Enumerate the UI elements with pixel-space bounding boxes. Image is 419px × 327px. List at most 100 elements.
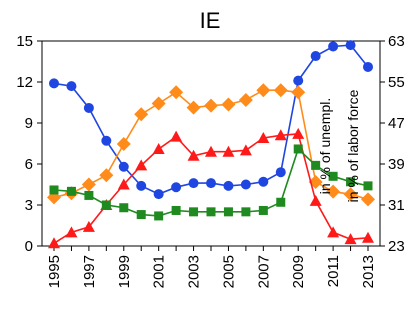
- x-axis-tick-label: 2005: [220, 255, 237, 288]
- series-diamond-point: [326, 184, 341, 199]
- series-diamond-point: [361, 192, 375, 207]
- series-square-point: [101, 200, 111, 210]
- right-axis-title-line-2: in % of labor force: [345, 89, 361, 202]
- series-circle-point: [171, 182, 182, 193]
- series-triangle-point: [292, 127, 305, 139]
- series-circle-point: [83, 102, 94, 113]
- series-square-point: [346, 177, 356, 187]
- x-axis-tick-label: 2003: [186, 255, 203, 288]
- series-square-point: [189, 207, 199, 217]
- series-circle-point: [223, 180, 234, 191]
- x-axis: 1995 1997 1999 2001 2003 2005 2007 2009 2011 2013: [46, 246, 377, 288]
- series-square-point: [328, 171, 338, 181]
- x-axis-tick-label: 1997: [81, 255, 98, 288]
- series-triangle-point: [362, 231, 374, 243]
- series-circle-point: [49, 78, 59, 89]
- series-triangle-point: [152, 142, 165, 154]
- series-triangle-point: [170, 130, 183, 142]
- series-square-point: [119, 203, 129, 213]
- right-axis-tick-label: 47: [388, 115, 405, 132]
- right-axis-tick-label: 39: [388, 156, 405, 173]
- left-axis: 0 3 6 9 12 15: [16, 33, 42, 255]
- series-circle-point: [310, 51, 321, 62]
- x-axis-tick-label: 2007: [255, 255, 272, 288]
- chart-title: IE: [200, 8, 221, 33]
- series-diamond-point: [221, 97, 236, 112]
- series-diamond-point: [238, 92, 253, 107]
- series-circle-point: [345, 40, 356, 51]
- series-triangle-point: [274, 129, 287, 141]
- series-square-point: [154, 211, 164, 221]
- left-axis-tick-label: 15: [16, 33, 33, 50]
- series-layer: [47, 40, 375, 249]
- series-square-point: [66, 186, 76, 196]
- series-circle-point: [275, 167, 286, 178]
- right-axis-tick-label: 23: [388, 238, 405, 255]
- x-axis-tick-label: 2001: [151, 255, 168, 288]
- series-diamond-point: [256, 83, 271, 98]
- series-circle-point: [328, 41, 339, 52]
- series-circle-point: [118, 161, 129, 172]
- left-axis-tick-label: 9: [25, 115, 33, 132]
- series-diamond-point: [186, 100, 201, 115]
- x-axis-tick-label: 2013: [360, 255, 377, 288]
- right-axis-tick-label: 31: [388, 197, 405, 214]
- series-triangle-point: [82, 220, 95, 232]
- series-square-point: [206, 207, 216, 217]
- series-diamond-point: [116, 137, 131, 152]
- series-circle-point: [240, 179, 251, 190]
- series-circle-point: [188, 178, 199, 189]
- right-axis-tick-label: 63: [388, 33, 405, 50]
- series-square-point: [223, 207, 233, 217]
- series-square-point: [84, 190, 94, 200]
- series-diamond-point: [169, 85, 184, 100]
- series-square-point: [311, 160, 321, 170]
- series-triangle-point: [309, 194, 322, 206]
- x-axis-tick-label: 2011: [325, 255, 342, 287]
- x-axis-tick-label: 1999: [116, 255, 133, 288]
- left-axis-tick-label: 3: [25, 197, 33, 214]
- series-circle-point: [363, 61, 373, 72]
- series-circle-point: [153, 189, 164, 200]
- x-axis-tick-label: 1995: [46, 255, 63, 288]
- series-circle-point: [101, 135, 112, 146]
- series-diamond-point: [291, 85, 306, 100]
- left-axis-tick-label: 6: [25, 156, 33, 173]
- series-circle-point: [136, 180, 147, 191]
- series-diamond-point: [343, 187, 358, 202]
- series-triangle-point: [222, 145, 235, 157]
- series-square-point: [171, 205, 181, 215]
- series-square-point: [276, 197, 286, 207]
- series-circle-point: [206, 178, 216, 189]
- series-square-point: [49, 185, 59, 195]
- series-diamond-point: [204, 98, 218, 113]
- left-axis-tick-label: 0: [25, 238, 33, 255]
- series-triangle-point: [117, 178, 130, 190]
- right-axis: 23 31 39 47 55 63: [380, 33, 405, 255]
- right-axis-title: in % of unempl. in % of labor force: [317, 89, 361, 202]
- series-triangle-point: [257, 132, 270, 144]
- series-triangle-point: [239, 144, 252, 156]
- left-axis-tick-label: 12: [16, 74, 33, 91]
- right-axis-tick-label: 55: [388, 74, 405, 91]
- x-axis-tick-label: 2009: [290, 255, 307, 288]
- series-diamond-point: [134, 107, 149, 122]
- series-diamond-point: [151, 96, 166, 111]
- series-square-point: [241, 207, 251, 217]
- series-diamond-point: [99, 168, 114, 183]
- series-triangle-point: [65, 226, 78, 238]
- series-circle-point: [293, 75, 304, 86]
- series-circle-point: [258, 176, 269, 187]
- series-square-point: [293, 144, 303, 154]
- series-triangle-point: [344, 233, 357, 245]
- series-diamond-point: [273, 83, 288, 98]
- series-triangle-point: [205, 145, 217, 157]
- right-axis-title-line-1: in % of unempl.: [317, 98, 333, 195]
- series-square-point: [136, 210, 146, 220]
- series-triangle-point: [187, 149, 200, 161]
- series-triangle-point: [327, 226, 340, 238]
- series-square-point: [258, 205, 268, 215]
- series-triangle-point: [135, 159, 148, 171]
